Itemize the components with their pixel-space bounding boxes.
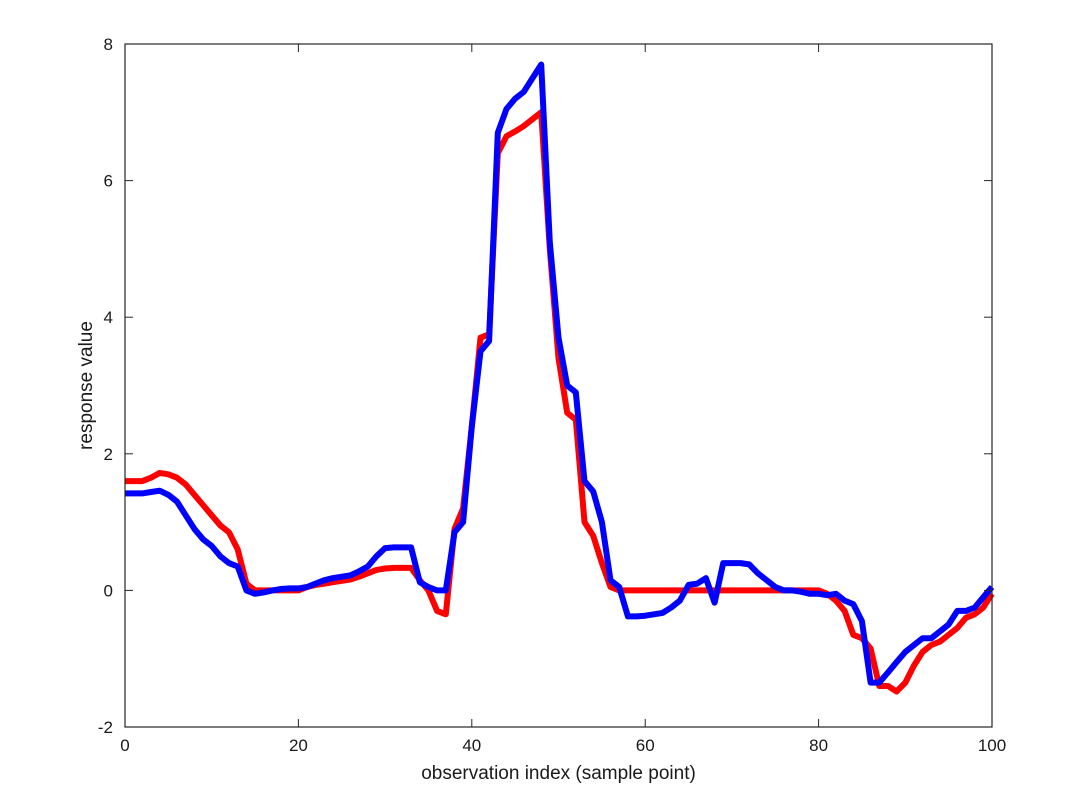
x-tick-label: 100	[978, 736, 1006, 755]
x-tick-label: 20	[289, 736, 308, 755]
x-tick-label: 60	[636, 736, 655, 755]
series-layer	[125, 61, 995, 695]
x-tick-label: 80	[809, 736, 828, 755]
y-tick-label: 4	[104, 308, 113, 327]
y-tick-label: 8	[104, 35, 113, 54]
x-tick-label: 40	[462, 736, 481, 755]
x-axis-label: observation index (sample point)	[421, 763, 696, 784]
y-tick-label: 2	[104, 445, 113, 464]
y-axis-label: response value	[76, 321, 97, 450]
y-tick-label: 0	[104, 581, 113, 600]
series-line-2	[125, 61, 995, 686]
y-tick-label: -2	[98, 718, 113, 737]
series-line-1	[125, 109, 995, 695]
plot-frame	[124, 43, 993, 728]
x-tick-label: 0	[120, 736, 129, 755]
y-tick-label: 6	[104, 172, 113, 191]
ticks-layer: 0 20 40 60 80 100 -2 0 2 4 6 8	[98, 35, 1006, 755]
